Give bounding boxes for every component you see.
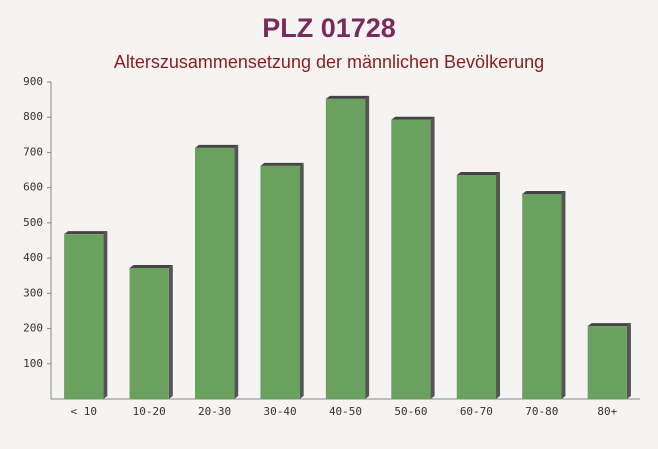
x-tick-label: 60-70	[460, 405, 493, 418]
x-tick-label: 30-40	[263, 405, 296, 418]
bar	[391, 119, 431, 399]
x-tick-label: 10-20	[133, 405, 166, 418]
chart-title: PLZ 01728	[262, 13, 396, 43]
x-tick-label: 70-80	[525, 405, 558, 418]
y-tick-label: 600	[23, 181, 43, 194]
x-tick-label: 80+	[597, 405, 617, 418]
bar	[587, 326, 627, 399]
bar-top	[391, 116, 435, 120]
bar	[194, 147, 235, 399]
x-tick-label: 20-30	[198, 405, 231, 418]
y-tick-label: 400	[23, 251, 43, 264]
bar-side	[299, 162, 304, 399]
bar	[456, 174, 497, 399]
chart-subtitle: Alterszusammensetzung der männlichen Bev…	[114, 52, 544, 72]
bar-top	[194, 144, 239, 148]
y-tick-label: 100	[23, 357, 43, 370]
y-tick-label: 300	[23, 286, 43, 299]
y-tick-label: 700	[23, 145, 43, 158]
bar-top	[260, 162, 304, 166]
x-tick-label: 50-60	[394, 405, 427, 418]
bar-side	[626, 323, 631, 399]
bar-top	[456, 171, 501, 175]
bar	[260, 165, 300, 399]
bar-side	[430, 116, 435, 399]
bar-top	[522, 191, 566, 195]
bar-top	[129, 264, 173, 268]
bar-side	[168, 264, 173, 399]
bar-top	[64, 231, 108, 235]
y-tick-label: 800	[23, 110, 43, 123]
bar	[129, 267, 169, 399]
bar	[522, 194, 562, 399]
bar-side	[365, 95, 370, 399]
bar	[325, 98, 366, 399]
bar-top	[325, 95, 370, 99]
bar-top	[587, 323, 631, 327]
y-tick-label: 900	[23, 75, 43, 88]
bar-side	[561, 191, 566, 399]
y-tick-label: 500	[23, 216, 43, 229]
bar-side	[234, 144, 239, 399]
x-tick-label: < 10	[70, 405, 97, 418]
y-tick-label: 200	[23, 322, 43, 335]
bar-side	[496, 171, 501, 399]
bar-side	[103, 231, 108, 399]
x-tick-label: 40-50	[329, 405, 362, 418]
bar	[64, 234, 104, 399]
